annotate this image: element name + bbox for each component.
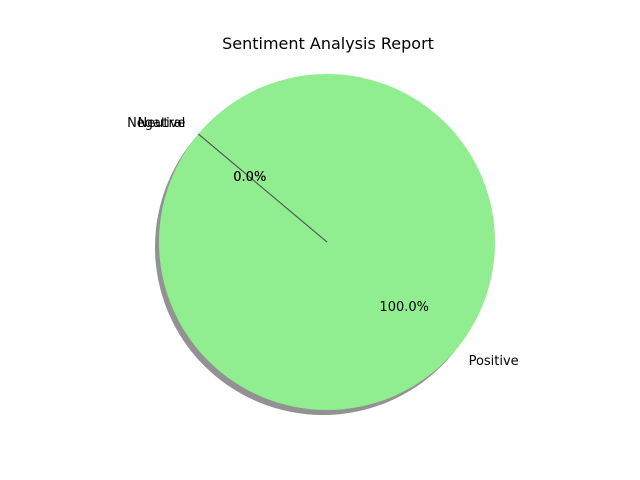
slice-label-negative: Negative xyxy=(127,116,185,131)
slice-label-neutral: Neutral xyxy=(137,116,185,131)
slice-percent-neutral: 0.0% xyxy=(233,170,266,185)
chart-title: Sentiment Analysis Report xyxy=(222,34,434,53)
slice-percent-positive: 100.0% xyxy=(379,300,429,315)
pie-slice-neutral xyxy=(197,133,328,243)
slice-percent-negative: 0.0% xyxy=(233,170,266,185)
slice-label-positive: Positive xyxy=(469,354,519,369)
pie-layer xyxy=(155,74,495,415)
